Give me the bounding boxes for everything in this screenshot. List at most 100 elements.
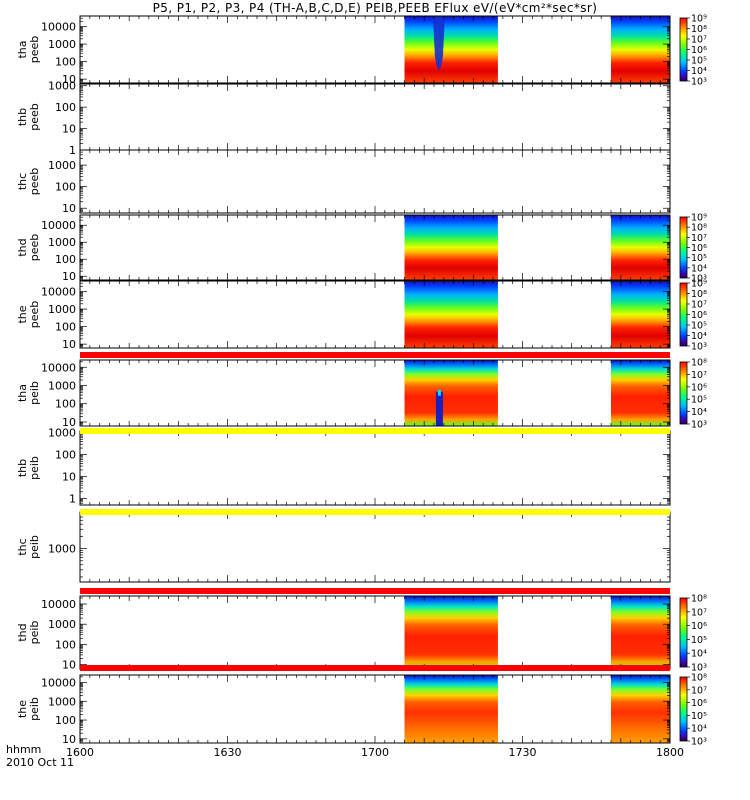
colorbar-label: 10³ — [691, 663, 707, 674]
y-tick-label: 1000 — [48, 303, 76, 316]
panel-frame — [79, 280, 671, 349]
panel-product-label: peeb — [28, 301, 41, 329]
y-tick-label: 10000 — [41, 598, 76, 611]
y-tick-label: 10 — [62, 338, 76, 351]
y-tick-label: 10000 — [41, 21, 76, 34]
y-tick-label: 1000 — [48, 236, 76, 249]
panel-product-label: peib — [28, 456, 41, 480]
spectrogram-block — [611, 281, 670, 348]
y-tick-label: 100 — [55, 714, 76, 727]
y-tick-label: 100 — [55, 398, 76, 411]
colorbar-label: 10⁵ — [691, 395, 707, 406]
colorbar-label: 10⁴ — [691, 407, 707, 418]
colorbar-label: 10³ — [691, 274, 707, 285]
y-tick-label: 1 — [69, 144, 76, 157]
panel-frame — [79, 15, 671, 84]
panel-probe-label: thc — [16, 538, 29, 555]
colorbar-label: 10⁶ — [691, 621, 707, 632]
status-band-yellow — [80, 509, 670, 515]
colorbar-label: 10⁴ — [691, 66, 707, 77]
panel-product-label: peib — [28, 697, 41, 721]
colorbar-label: 10⁴ — [691, 649, 707, 660]
panel-probe-label: the — [16, 700, 29, 718]
panel-product-label: peib — [28, 621, 41, 645]
y-tick-label: 10 — [62, 471, 76, 484]
time-tick-label: 1600 — [66, 746, 94, 759]
panel-probe-label: thb — [16, 459, 29, 477]
y-tick-label: 10 — [62, 73, 76, 86]
status-band-red — [80, 352, 670, 358]
colorbar-label: 10³ — [691, 342, 707, 353]
spectrogram-block — [404, 281, 498, 348]
y-tick-label: 1000 — [48, 159, 76, 172]
panel-product-label: peeb — [28, 168, 41, 196]
colorbar-label: 10⁵ — [691, 253, 707, 264]
colorbar-label: 10⁶ — [691, 382, 707, 393]
y-tick-label: 1 — [69, 492, 76, 505]
colorbar-label: 10⁸ — [691, 289, 707, 300]
panel-product-label: peib — [28, 381, 41, 405]
colorbar-label: 10⁵ — [691, 711, 707, 722]
spectrogram-block — [611, 675, 670, 743]
y-tick-label: 1000 — [48, 427, 76, 440]
y-tick-label: 10000 — [41, 676, 76, 689]
panel-product-label: peib — [28, 535, 41, 559]
spectrogram-block — [611, 596, 670, 669]
time-tick-label: 1800 — [656, 746, 684, 759]
panel-thd-peeb: 10 100 1000 10000 thd peeb 10⁹10⁸10⁷10⁶10⁵10⁴1… — [16, 213, 707, 285]
panel-thd-peib: 10 100 1000 10000 thd peib 10⁸ 10⁷ 10⁶ 10⁵ 10⁴ 10³ — [16, 588, 707, 674]
y-tick-label: 100 — [55, 181, 76, 194]
colorbar-label: 10⁶ — [691, 310, 707, 321]
panel-thc-peeb: 10 100 1000 thc peeb — [16, 149, 671, 215]
y-tick-label: 100 — [55, 321, 76, 334]
panel-probe-label: tha — [16, 384, 29, 402]
colorbar-label: 10⁸ — [691, 24, 707, 35]
y-tick-label: 10000 — [41, 286, 76, 299]
panel-probe-label: thb — [16, 108, 29, 126]
colorbar-label: 10⁸ — [691, 358, 707, 369]
colorbar-label: 10⁵ — [691, 635, 707, 646]
panel-probe-label: the — [16, 305, 29, 323]
spectrogram-block — [404, 215, 498, 280]
dropout-feature — [432, 16, 445, 70]
colorbar-label: 10⁶ — [691, 243, 707, 254]
colorbar-label: 10⁴ — [691, 263, 707, 274]
y-tick-label: 100 — [55, 253, 76, 266]
y-tick-label: 1000 — [48, 80, 76, 93]
panel-thb-peeb: 1 10 100 1000 thb peeb — [16, 80, 671, 157]
panel-thb-peib: 1 10 100 1000 thb peib — [16, 427, 671, 506]
colorbar — [679, 361, 688, 425]
colorbar — [679, 216, 688, 279]
colorbar-label: 10³ — [691, 420, 707, 431]
colorbar-label: 10⁹ — [691, 14, 707, 25]
status-band-yellow — [80, 428, 670, 434]
colorbar-label: 10⁷ — [691, 35, 707, 46]
y-tick-label: 10 — [62, 416, 76, 429]
dropout-feature — [437, 389, 441, 396]
spectrogram-block — [404, 16, 498, 83]
colorbar-label: 10⁵ — [691, 56, 707, 67]
time-tick-label: 1630 — [214, 746, 242, 759]
colorbar-label: 10⁷ — [691, 607, 707, 618]
time-tick-label: 1700 — [361, 746, 389, 759]
colorbar — [679, 282, 688, 347]
spectrogram-block — [611, 16, 670, 83]
colorbar-label: 10⁹ — [691, 213, 707, 224]
colorbar-label: 10⁴ — [691, 331, 707, 342]
colorbar-label: 10⁴ — [691, 724, 707, 735]
spectrogram-block — [611, 360, 670, 426]
y-tick-label: 10 — [62, 202, 76, 215]
panel-frame — [79, 214, 671, 281]
colorbar-label: 10⁷ — [691, 685, 707, 696]
y-tick-label: 1000 — [48, 543, 76, 556]
panel-product-label: peeb — [28, 103, 41, 131]
status-band-red — [80, 665, 670, 671]
colorbar-label: 10⁶ — [691, 698, 707, 709]
colorbar-label: 10⁸ — [691, 594, 707, 605]
colorbar-label: 10⁵ — [691, 321, 707, 332]
panel-frame — [79, 149, 671, 214]
panel-thc-peib: 1000 thc peib — [16, 509, 671, 583]
y-tick-label: 100 — [55, 638, 76, 651]
